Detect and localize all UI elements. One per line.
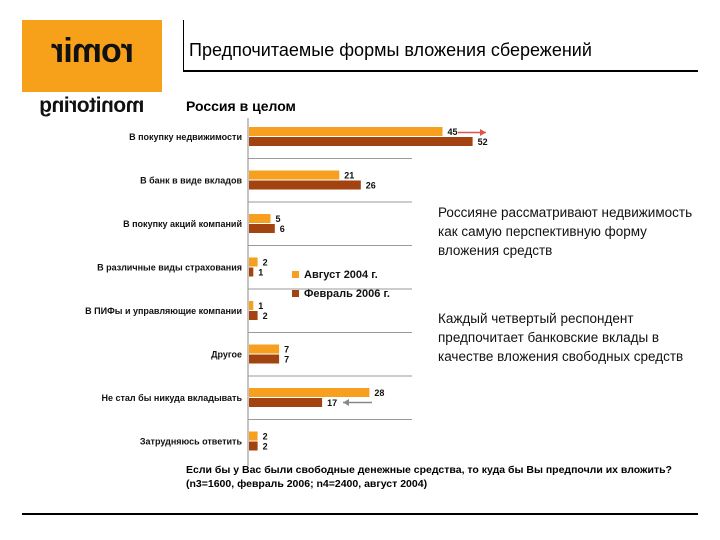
value-label-feb2006: 2 [263, 311, 268, 321]
footer-question-text: Если бы у Вас были свободные денежные ср… [186, 464, 672, 476]
bar-feb2006 [249, 180, 361, 190]
chart-subtitle: Россия в целом [186, 98, 296, 114]
category-label: Не стал бы никуда вкладывать [102, 393, 243, 403]
bar-aug2004 [249, 214, 271, 223]
value-label-feb2006: 1 [258, 268, 263, 278]
value-label-feb2006: 52 [478, 137, 488, 147]
value-label-feb2006: 17 [327, 398, 337, 408]
category-label: В банк в виде вкладов [140, 176, 242, 186]
bar-aug2004 [249, 344, 280, 354]
legend-label-feb2006: Февраль 2006 г. [304, 288, 390, 300]
legend-swatch-feb2006 [292, 290, 299, 297]
bar-aug2004 [249, 301, 254, 310]
bar-aug2004 [249, 257, 258, 267]
note-real-estate: Россияне рассматривают недвижимость как … [438, 205, 693, 258]
value-label-feb2006: 6 [280, 224, 285, 234]
category-label: В покупку акций компаний [123, 219, 242, 229]
bar-aug2004 [249, 431, 258, 441]
legend-swatch-aug2004 [292, 271, 299, 278]
page-title: Предпочитаемые формы вложения сбережений [189, 40, 592, 60]
value-label-aug2004: 21 [344, 171, 354, 181]
logo-orange-box [22, 20, 162, 92]
legend-label-aug2004: Август 2004 г. [304, 269, 378, 281]
footer-question: Если бы у Вас были свободные денежные ср… [186, 463, 696, 491]
bar-feb2006 [249, 354, 280, 364]
bar-feb2006 [249, 441, 258, 451]
bar-feb2006 [249, 311, 258, 320]
bar-feb2006 [249, 267, 254, 277]
note-bank-deposits: Каждый четвертый респондент предпочитает… [438, 311, 684, 364]
bar-feb2006 [249, 224, 275, 233]
value-label-aug2004: 5 [276, 214, 281, 224]
trend-arrow-down-head [343, 399, 349, 406]
category-label: В различные виды страхования [97, 263, 242, 273]
value-label-aug2004: 1 [258, 301, 263, 311]
trend-arrow-up-head [480, 129, 486, 136]
value-label-aug2004: 2 [263, 432, 268, 442]
value-label-aug2004: 2 [263, 258, 268, 268]
bar-aug2004 [249, 388, 370, 397]
value-label-feb2006: 26 [366, 181, 376, 191]
footer-divider [22, 513, 698, 515]
bar-aug2004 [249, 127, 443, 136]
bar-aug2004 [249, 170, 340, 180]
value-label-aug2004: 45 [448, 127, 458, 137]
romir-logo: romir monitoring [22, 20, 162, 117]
value-label-feb2006: 7 [284, 355, 289, 365]
bar-feb2006 [249, 398, 323, 407]
category-label: В покупку недвижимости [129, 132, 242, 142]
header-divider [183, 70, 698, 72]
footer-sample-text: (n3=1600, февраль 2006; n4=2400, август … [186, 478, 428, 490]
value-label-aug2004: 7 [284, 345, 289, 355]
header-divider-vertical [183, 20, 184, 72]
value-label-feb2006: 2 [263, 442, 268, 452]
category-label: Другое [211, 350, 242, 360]
category-label: Затрудняюсь ответить [140, 437, 243, 447]
value-label-aug2004: 28 [374, 388, 384, 398]
bar-feb2006 [249, 137, 473, 146]
category-label: В ПИФы и управляющие компании [85, 306, 242, 316]
